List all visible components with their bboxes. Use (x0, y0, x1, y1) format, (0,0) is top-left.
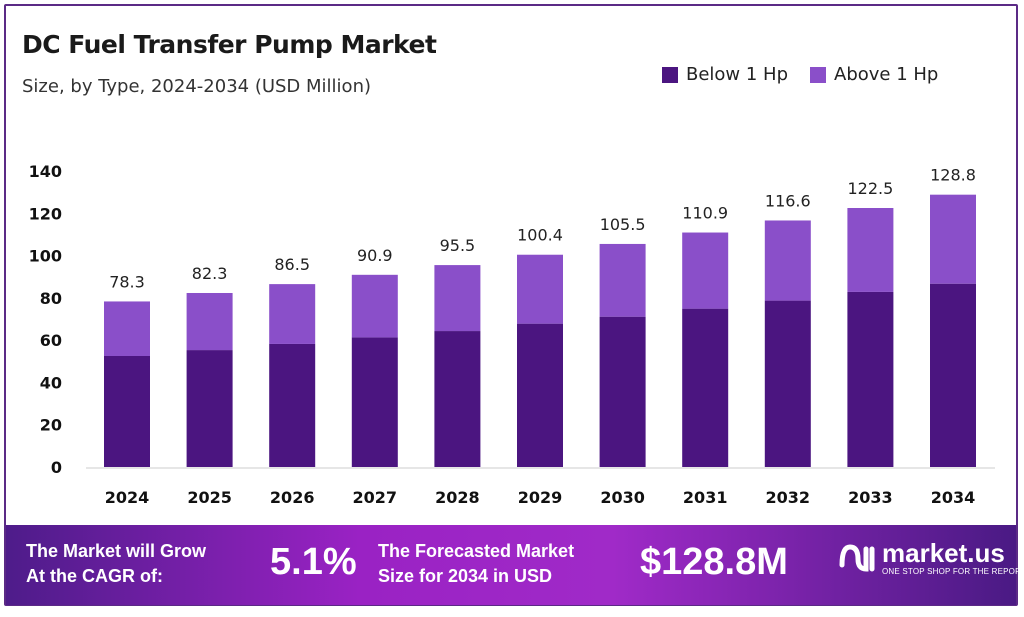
y-tick-label: 80 (40, 289, 62, 308)
logo-tagline: ONE STOP SHOP FOR THE REPORTS (882, 567, 1024, 576)
forecast-label-line2: Size for 2034 in USD (378, 566, 553, 586)
legend-swatch (810, 66, 827, 83)
data-label: 105.5 (600, 215, 646, 234)
bar-segment-above-1hp (186, 292, 233, 351)
data-label: 116.6 (765, 191, 811, 210)
x-tick-label: 2027 (353, 488, 398, 507)
y-tick-label: 0 (51, 458, 62, 477)
data-label: 100.4 (517, 226, 563, 245)
bar-segment-above-1hp (269, 284, 316, 344)
market-us-logo: market.us ONE STOP SHOP FOR THE REPORTS (838, 539, 1024, 577)
bar-segment-below-1hp (434, 331, 481, 467)
x-tick-label: 2032 (766, 488, 811, 507)
data-label: 122.5 (847, 179, 893, 198)
bar-segment-above-1hp (764, 220, 811, 301)
summary-banner: The Market will Grow At the CAGR of: 5.1… (6, 525, 1024, 605)
data-label: 110.9 (682, 204, 728, 223)
legend-label: Below 1 Hp (686, 64, 789, 85)
y-tick-label: 40 (40, 373, 62, 392)
forecast-label: The Forecasted Market Size for 2034 in U… (378, 539, 574, 589)
logo-name: market.us (882, 538, 1005, 568)
y-tick-label: 120 (29, 204, 62, 223)
bar-segment-below-1hp (269, 343, 316, 467)
x-tick-label: 2030 (600, 488, 645, 507)
data-label: 86.5 (274, 255, 310, 274)
bar-segment-below-1hp (186, 350, 233, 467)
bar-chart: 0 20 40 60 80 100 120 140 78.3 2024 82.3 2025 86.5 20… (29, 162, 995, 507)
bar-segment-above-1hp (104, 301, 150, 356)
bar-segment-below-1hp (764, 300, 811, 467)
logo-icon (839, 544, 875, 572)
x-tick-label: 2031 (683, 488, 728, 507)
data-label: 78.3 (109, 272, 145, 291)
x-tick-label: 2029 (518, 488, 563, 507)
legend-label: Above 1 Hp (834, 64, 939, 85)
cagr-label: The Market will Grow At the CAGR of: (26, 539, 206, 589)
forecast-value: $128.8M (640, 541, 788, 583)
chart-subtitle: Size, by Type, 2024-2034 (USD Million) (22, 76, 371, 97)
x-tick-label: 2025 (187, 488, 232, 507)
bar-segment-below-1hp (351, 337, 398, 467)
chart-title: DC Fuel Transfer Pump Market (22, 30, 437, 59)
x-tick-label: 2033 (848, 488, 893, 507)
cagr-label-line2: At the CAGR of: (26, 566, 163, 586)
y-tick-label: 100 (29, 247, 62, 266)
bar-segment-above-1hp (434, 265, 481, 332)
bar-segment-above-1hp (682, 232, 729, 309)
data-label: 82.3 (192, 264, 228, 283)
legend-swatch (662, 66, 678, 83)
x-tick-label: 2026 (270, 488, 315, 507)
bar-segment-above-1hp (847, 208, 894, 292)
legend-item-below-1hp: Below 1 Hp (662, 64, 788, 85)
bar-segment-above-1hp (599, 243, 646, 317)
cagr-value: 5.1% (270, 541, 357, 583)
cagr-label-line1: The Market will Grow (26, 541, 207, 561)
bar-segment-above-1hp (930, 194, 976, 284)
data-label: 90.9 (357, 246, 393, 265)
bar-segment-below-1hp (104, 356, 150, 467)
bar-segment-below-1hp (517, 323, 563, 467)
bar-segment-below-1hp (682, 308, 729, 467)
x-tick-label: 2034 (931, 488, 976, 507)
y-tick-label: 20 (40, 416, 62, 435)
bar-segment-above-1hp (351, 274, 398, 338)
bar-segment-above-1hp (517, 254, 563, 324)
y-tick-label: 60 (40, 331, 62, 350)
data-label: 128.8 (930, 166, 976, 185)
data-label: 95.5 (440, 236, 476, 255)
x-tick-label: 2024 (105, 488, 150, 507)
bar-segment-below-1hp (599, 316, 646, 467)
legend-item-above-1hp: Above 1 Hp (810, 64, 938, 85)
legend: Below 1 Hp Above 1 Hp (662, 64, 938, 85)
chart-frame (4, 4, 1018, 606)
y-tick-label: 140 (29, 162, 62, 181)
bar-segment-below-1hp (930, 283, 976, 467)
forecast-label-line1: The Forecasted Market (378, 541, 575, 561)
x-tick-label: 2028 (435, 488, 480, 507)
bar-segment-below-1hp (847, 291, 894, 467)
